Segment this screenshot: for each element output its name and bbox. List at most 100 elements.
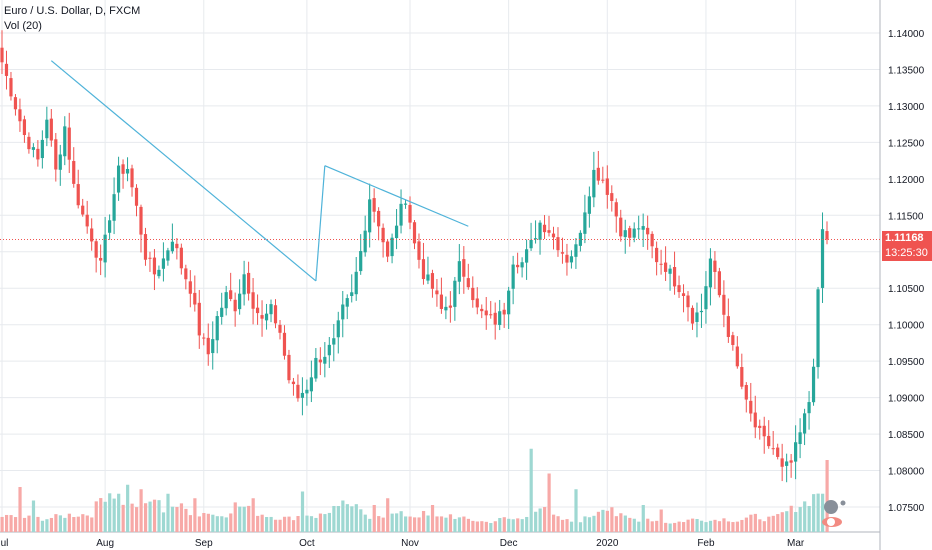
candle-body <box>314 357 318 379</box>
volume-bar <box>677 521 681 532</box>
candle-body <box>789 460 793 463</box>
candle-body <box>139 206 143 235</box>
volume-bar <box>623 515 627 532</box>
candle-body <box>4 63 9 76</box>
candle-body <box>255 307 260 314</box>
candle-body <box>22 119 27 136</box>
candle-body <box>368 199 372 233</box>
candle-body <box>157 269 161 277</box>
candle-body <box>332 338 336 345</box>
volume-bar <box>771 515 775 532</box>
candle-body <box>798 432 802 445</box>
candle-body <box>623 230 627 238</box>
candle-body <box>672 267 677 287</box>
volume-bar <box>251 498 255 532</box>
volume-bar <box>776 514 780 532</box>
volume-bar <box>202 512 206 532</box>
candle-body <box>578 232 582 246</box>
candle-body <box>489 314 493 316</box>
volume-bar <box>215 516 219 532</box>
volume-bar <box>462 516 466 532</box>
candle-body <box>233 299 237 312</box>
volume-bar <box>274 519 278 532</box>
price-tick-label: 1.13000 <box>888 102 925 113</box>
candle-body <box>731 335 735 345</box>
candle-body <box>170 241 174 252</box>
candle-body <box>502 309 506 315</box>
volume-bar <box>368 518 372 532</box>
volume-bar <box>758 519 762 532</box>
candle-body <box>802 413 807 434</box>
candle-body <box>305 389 309 394</box>
trendline <box>315 165 326 281</box>
volume-bar <box>659 509 663 532</box>
candle-body <box>238 293 242 310</box>
tradingview-logo-icon[interactable] <box>818 495 854 531</box>
volume-bar <box>816 493 820 532</box>
volume-bar <box>220 516 224 532</box>
candle-body <box>484 310 488 316</box>
candle-body <box>385 241 390 257</box>
candle-body <box>161 258 166 269</box>
candle-body <box>296 384 300 399</box>
candle-body <box>749 400 753 414</box>
candle-body <box>677 285 681 293</box>
candle-body <box>278 324 282 333</box>
candle-body <box>247 272 251 294</box>
candle-body <box>94 241 98 258</box>
candle-body <box>309 377 313 392</box>
volume-bar <box>184 508 188 532</box>
candle-body <box>260 315 264 319</box>
volume-bar <box>493 521 497 532</box>
volume-bar <box>516 518 520 532</box>
candle-body <box>300 392 305 398</box>
volume-bar <box>81 514 85 532</box>
candle-body <box>583 212 587 234</box>
volume-bar <box>76 516 80 532</box>
price-tick-label: 1.07500 <box>888 503 925 514</box>
candle-body <box>569 256 574 263</box>
volume-bar <box>565 519 569 532</box>
volume-bar <box>794 512 798 532</box>
candle-body <box>412 222 417 244</box>
volume-bar <box>4 514 9 532</box>
candle-body <box>336 320 340 338</box>
volume-bar <box>601 509 605 532</box>
candle-body <box>85 214 89 227</box>
candle-body <box>67 127 71 160</box>
volume-bar <box>547 473 551 532</box>
candle-body <box>435 290 439 295</box>
candle-body <box>587 196 591 214</box>
candle-body <box>462 259 466 277</box>
volume-indicator-label[interactable]: Vol (20) <box>4 20 42 32</box>
candle-body <box>103 234 107 263</box>
candle-body <box>36 148 40 160</box>
candle-body <box>466 278 470 288</box>
volume-bar <box>731 522 735 532</box>
candle-body <box>408 204 412 223</box>
candle-body <box>807 402 811 414</box>
volume-bar <box>767 516 771 532</box>
candle-body <box>403 203 408 205</box>
volume-bar <box>291 520 296 532</box>
time-tick-label: Nov <box>401 538 419 549</box>
candle-body <box>206 337 210 355</box>
volume-bar <box>619 513 623 532</box>
volume-bar <box>453 518 457 532</box>
volume-bar <box>543 507 547 532</box>
candle-body <box>179 247 183 269</box>
candle-body <box>493 312 497 325</box>
candle-body <box>825 231 829 240</box>
volume-bar <box>386 498 390 532</box>
candle-body <box>251 292 255 309</box>
candle-body <box>699 310 704 313</box>
candle-body <box>547 230 551 233</box>
candle-body <box>381 227 385 243</box>
volume-bar <box>256 515 260 532</box>
candle-body <box>820 229 825 288</box>
volume-bar <box>309 516 314 532</box>
volume-bar <box>45 519 49 532</box>
volume-bar <box>197 516 201 532</box>
trendline <box>50 60 317 282</box>
